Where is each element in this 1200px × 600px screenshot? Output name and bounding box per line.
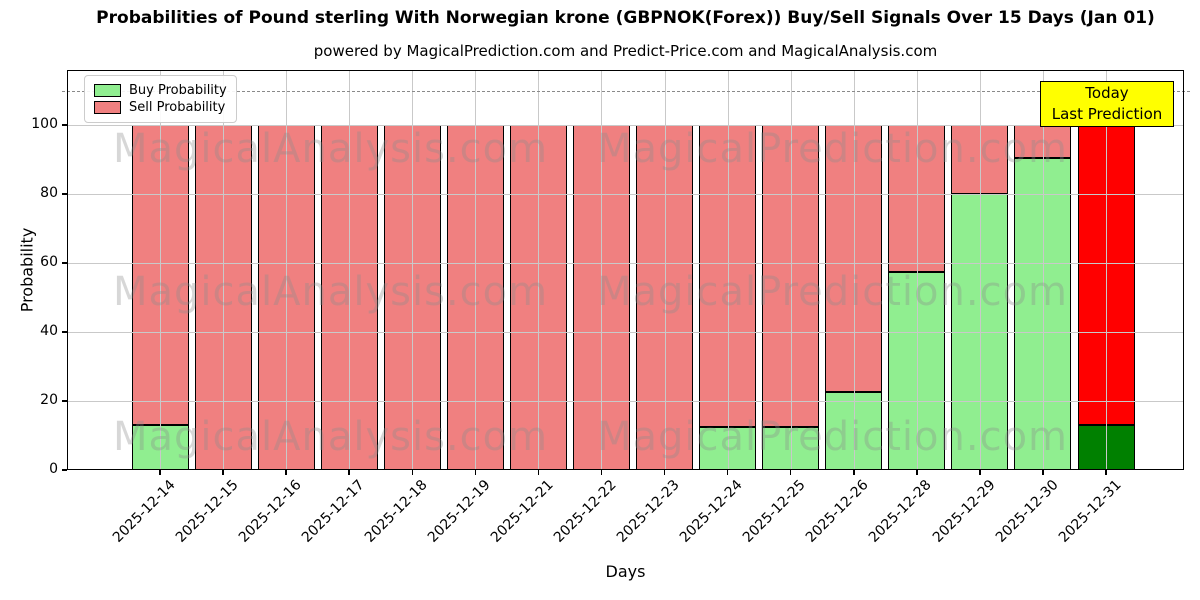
- x-tick-label: 2025-12-24: [677, 477, 746, 546]
- y-tick-mark: [62, 400, 67, 402]
- x-tick-label: 2025-12-19: [424, 477, 494, 546]
- chart-title: Probabilities of Pound sterling With Nor…: [96, 8, 1155, 28]
- legend-label-sell: Sell Probability: [129, 100, 226, 115]
- y-tick-label: 80: [40, 185, 58, 202]
- x-tick-mark: [537, 470, 540, 475]
- x-tick-label: 2025-12-31: [1055, 477, 1125, 546]
- x-tick-mark: [916, 470, 918, 475]
- gridline-v: [160, 70, 161, 470]
- x-tick-label: 2025-12-21: [487, 477, 557, 546]
- gridline-v: [538, 70, 540, 470]
- x-tick-mark: [159, 470, 161, 475]
- legend-swatch-sell: [94, 101, 121, 114]
- gridline-v: [1042, 70, 1044, 470]
- y-tick-mark: [62, 262, 67, 264]
- plot-area: MagicalAnalysis.com MagicalPrediction.com…: [62, 70, 1190, 470]
- y-tick-label: 100: [31, 116, 58, 133]
- gridline-h: [67, 401, 1184, 403]
- x-tick-label: 2025-12-22: [550, 477, 620, 546]
- gridline-v: [412, 70, 414, 470]
- y-tick-mark: [62, 193, 67, 195]
- threshold-dashed-line: [62, 90, 1190, 92]
- x-tick-mark: [411, 470, 414, 475]
- x-tick-label: 2025-12-18: [361, 477, 431, 546]
- chart-subtitle: powered by MagicalPrediction.com and Pre…: [313, 42, 938, 60]
- x-tick-mark: [663, 470, 666, 475]
- x-tick-mark: [979, 470, 981, 475]
- x-tick-mark: [726, 470, 729, 475]
- x-tick-label: 2025-12-29: [929, 477, 999, 546]
- today-annotation-line1: Today: [1085, 84, 1129, 102]
- y-tick-label: 0: [49, 461, 58, 477]
- x-tick-label: 2025-12-30: [992, 477, 1062, 546]
- x-tick-label: 2025-12-28: [866, 477, 936, 546]
- y-tick-label: 40: [40, 323, 58, 340]
- legend-swatch-buy: [94, 84, 121, 97]
- x-tick-mark: [285, 470, 287, 475]
- x-tick-label: 2025-12-25: [740, 477, 810, 546]
- y-tick-mark: [62, 469, 67, 471]
- gridline-v: [349, 70, 351, 470]
- gridline-v: [601, 70, 603, 470]
- gridline-v: [475, 70, 477, 470]
- x-tick-mark: [348, 470, 350, 475]
- gridline-h: [67, 194, 1184, 196]
- x-tick-label: 2025-12-16: [235, 477, 305, 546]
- gridline-v: [223, 70, 225, 470]
- x-tick-mark: [853, 470, 855, 475]
- gridline-v: [790, 70, 792, 470]
- gridline-v: [916, 70, 918, 470]
- watermark-text: MagicalAnalysis.com: [113, 126, 549, 172]
- x-tick-mark: [474, 470, 477, 475]
- legend-label-buy: Buy Probability: [129, 83, 227, 98]
- gridline-h: [67, 125, 1184, 127]
- gridline-h: [67, 263, 1184, 265]
- watermark-text: MagicalPrediction.com: [597, 126, 1068, 172]
- watermark-text: MagicalPrediction.com: [597, 269, 1068, 315]
- watermark-text: MagicalAnalysis.com: [113, 414, 549, 460]
- x-tick-mark: [1042, 470, 1044, 475]
- y-tick-mark: [62, 124, 67, 126]
- watermark-text: MagicalAnalysis.com: [113, 269, 549, 315]
- gridline-v: [853, 70, 855, 470]
- x-tick-mark: [600, 470, 603, 475]
- x-tick-label: 2025-12-17: [298, 477, 368, 546]
- today-annotation: Today Last Prediction: [1040, 81, 1174, 127]
- y-tick-label: 20: [40, 392, 58, 409]
- x-tick-label: 2025-12-26: [803, 477, 873, 546]
- y-tick-label: 60: [40, 254, 58, 271]
- today-annotation-line2: Last Prediction: [1051, 105, 1163, 123]
- y-tick-mark: [62, 331, 67, 333]
- x-tick-mark: [222, 470, 224, 475]
- gridline-v: [664, 70, 666, 470]
- gridline-v: [286, 70, 288, 470]
- legend-item-sell: Sell Probability: [94, 100, 227, 115]
- x-tick-label: 2025-12-23: [614, 477, 683, 546]
- x-tick-mark: [789, 470, 792, 475]
- x-tick-label: 2025-12-14: [109, 477, 179, 546]
- gridline-v: [979, 70, 981, 470]
- gridline-h: [67, 332, 1184, 334]
- legend-item-buy: Buy Probability: [94, 83, 227, 98]
- gridline-v: [1106, 70, 1108, 470]
- x-axis-label: Days: [605, 562, 646, 581]
- legend: Buy Probability Sell Probability: [84, 75, 237, 123]
- x-tick-mark: [1105, 470, 1107, 475]
- gridline-v: [727, 70, 729, 470]
- watermark-text: MagicalPrediction.com: [597, 414, 1068, 460]
- x-tick-label: 2025-12-15: [172, 477, 242, 546]
